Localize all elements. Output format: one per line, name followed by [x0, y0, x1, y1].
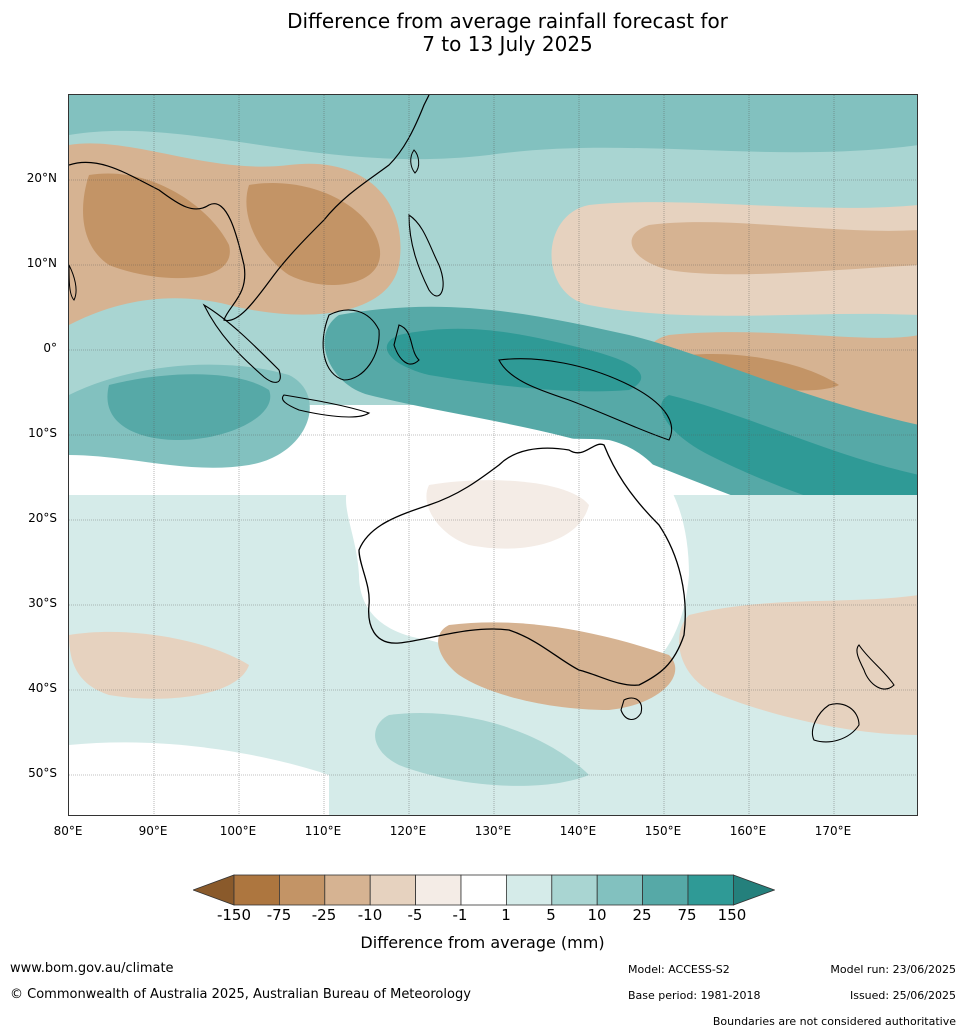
lat-label-20s: 20°S: [28, 511, 57, 525]
lon-label-120e: 120°E: [389, 824, 427, 838]
title-line-2: 7 to 13 July 2025: [422, 32, 593, 56]
colorbar-arrow-high: [733, 874, 775, 906]
lon-label-80e: 80°E: [53, 824, 83, 838]
colorbar-segment: [233, 874, 280, 906]
colorbar-tick: -5: [407, 906, 423, 924]
model-text: Model: ACCESS-S2: [628, 963, 730, 976]
colorbar-tick: -150: [216, 906, 252, 924]
colorbar-tick: -1: [452, 906, 468, 924]
lon-label-160e: 160°E: [729, 824, 767, 838]
lat-label-20n: 20°N: [26, 171, 57, 185]
colorbar-tick: 150: [717, 906, 747, 924]
colorbar-tick: -75: [266, 906, 292, 924]
lat-label-50s: 50°S: [28, 766, 57, 780]
lat-label-40s: 40°S: [28, 681, 57, 695]
base-period-text: Base period: 1981-2018: [628, 989, 761, 1002]
colorbar-segment: [642, 874, 689, 906]
model-run-text: Model run: 23/06/2025: [830, 963, 956, 976]
lon-label-170e: 170°E: [814, 824, 852, 838]
website-link[interactable]: www.bom.gov.au/climate: [10, 961, 174, 976]
colorbar-tick: 25: [632, 906, 652, 924]
colorbar-segment: [687, 874, 734, 906]
disclaimer-text: Boundaries are not considered authoritat…: [712, 1015, 956, 1028]
colorbar-segment: [415, 874, 462, 906]
map-title: Difference from average rainfall forecas…: [0, 10, 965, 56]
lat-label-30s: 30°S: [28, 596, 57, 610]
lat-label-10s: 10°S: [28, 426, 57, 440]
colorbar-segment: [596, 874, 644, 906]
colorbar-segment: [505, 874, 553, 906]
lon-label-90e: 90°E: [138, 824, 168, 838]
colorbar-segment: [551, 874, 598, 906]
lon-label-110e: 110°E: [304, 824, 342, 838]
colorbar-segment: [324, 874, 371, 906]
colorbar-tick: 5: [546, 906, 556, 924]
rainfall-map: [68, 94, 918, 816]
lon-label-130e: 130°E: [474, 824, 512, 838]
colorbar-label: Difference from average (mm): [360, 933, 605, 952]
colorbar-segment: [369, 874, 416, 906]
lat-label-0: 0°: [43, 341, 57, 355]
colorbar-arrow-low: [193, 874, 235, 906]
colorbar-tick: 10: [587, 906, 607, 924]
colorbar-tick: -10: [357, 906, 383, 924]
copyright-text: © Commonwealth of Australia 2025, Austra…: [10, 987, 471, 1002]
lat-label-10n: 10°N: [26, 256, 57, 270]
lon-label-140e: 140°E: [559, 824, 597, 838]
map-canvas: [69, 95, 917, 815]
colorbar-segment: [279, 874, 326, 906]
colorbar-tick: -25: [311, 906, 337, 924]
lon-label-100e: 100°E: [219, 824, 257, 838]
lon-label-150e: 150°E: [644, 824, 682, 838]
colorbar-segment: [460, 874, 507, 906]
colorbar: [193, 874, 775, 906]
issued-text: Issued: 25/06/2025: [849, 989, 956, 1002]
title-line-1: Difference from average rainfall forecas…: [287, 9, 728, 33]
colorbar-tick: 1: [501, 906, 511, 924]
colorbar-tick: 75: [677, 906, 697, 924]
